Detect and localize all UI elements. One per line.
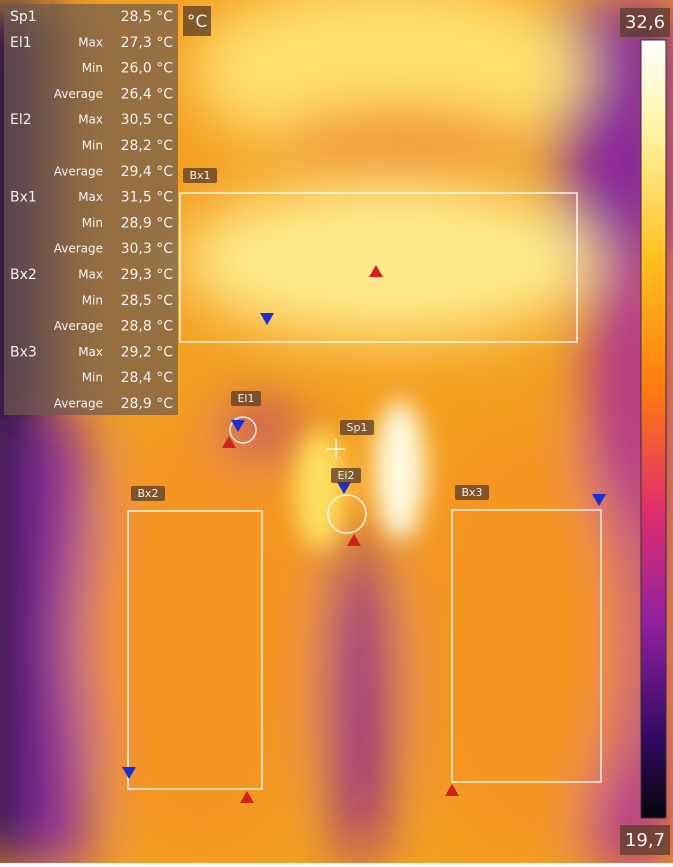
min-marker [260,313,274,325]
row-value: 29,4 °C [121,164,174,180]
row-value: 28,2 °C [121,138,174,154]
tag-box [455,485,489,500]
row-value: 28,9 °C [121,396,174,412]
min-marker [592,494,606,506]
scale-min: 19,7 [625,830,665,851]
max-marker [222,436,236,448]
row-value: 30,5 °C [121,112,174,128]
row-name: Bx2 [10,267,37,283]
measurement-shapes [127,192,602,790]
box-bx2 [127,510,263,790]
row-stat: Min [82,61,103,75]
color-scale [640,39,667,819]
tag-label: Sp1 [347,421,368,434]
row-stat: Average [54,397,103,411]
min-marker [122,767,136,779]
row-stat: Max [78,268,103,282]
row-stat: Min [82,216,103,230]
row-value: 28,9 °C [121,215,174,231]
row-value: 31,5 °C [121,190,174,206]
row-value: 26,4 °C [121,86,174,102]
row-value: 30,3 °C [121,241,174,257]
row-value: 28,5 °C [121,9,174,25]
max-marker [445,784,459,796]
row-name: Bx1 [10,190,37,206]
row-value: 28,5 °C [121,293,174,309]
tag-label: Bx3 [461,486,482,499]
row-value: 29,2 °C [121,344,174,360]
row-value: 28,8 °C [121,319,174,335]
extreme-markers [122,265,606,803]
tag-label: El1 [237,392,254,405]
row-stat: Max [78,35,103,49]
row-stat: Max [78,190,103,204]
row-stat: Min [82,293,103,307]
tag-box [340,420,374,435]
row-value: 27,3 °C [121,35,174,51]
row-stat: Min [82,139,103,153]
unit-label: °C [187,12,207,32]
row-name: El2 [10,112,32,128]
row-stat: Average [54,164,103,178]
row-name: Sp1 [10,9,37,25]
scale-max-box [620,8,670,37]
min-marker [337,482,351,494]
row-name: El1 [10,35,32,51]
ellipse-el2 [327,494,367,534]
row-name: Bx3 [10,344,37,360]
ellipse-el1 [229,416,257,444]
spot-sp1 [326,439,346,459]
overlay-tags: Bx1 El1 Sp1 El2 Bx2 Bx3 [131,168,489,501]
row-value: 28,4 °C [121,370,174,386]
min-marker [231,420,245,432]
tag-label: Bx2 [137,487,158,500]
max-marker [369,265,383,277]
row-stat: Average [54,87,103,101]
box-bx3 [451,509,602,783]
tag-label: Bx1 [189,169,210,182]
tag-box [183,168,217,183]
measurement-panel [4,4,178,415]
row-stat: Min [82,371,103,385]
row-stat: Max [78,345,103,359]
measurement-table: Sp1 28,5 °C El1 Max 27,3 °C Min 26,0 °C Average… [10,9,173,412]
tag-box [331,468,361,483]
scale-min-box [620,825,670,855]
max-marker [347,534,361,546]
row-stat: Average [54,319,103,333]
box-bx1 [179,192,578,343]
tag-box [131,486,165,501]
scale-max: 32,6 [625,12,665,33]
row-value: 26,0 °C [121,61,174,77]
row-value: 29,3 °C [121,267,174,283]
tag-box [231,391,261,406]
max-marker [240,791,254,803]
unit-box [183,6,211,36]
row-stat: Average [54,242,103,256]
row-stat: Max [78,113,103,127]
tag-label: El2 [337,469,354,482]
